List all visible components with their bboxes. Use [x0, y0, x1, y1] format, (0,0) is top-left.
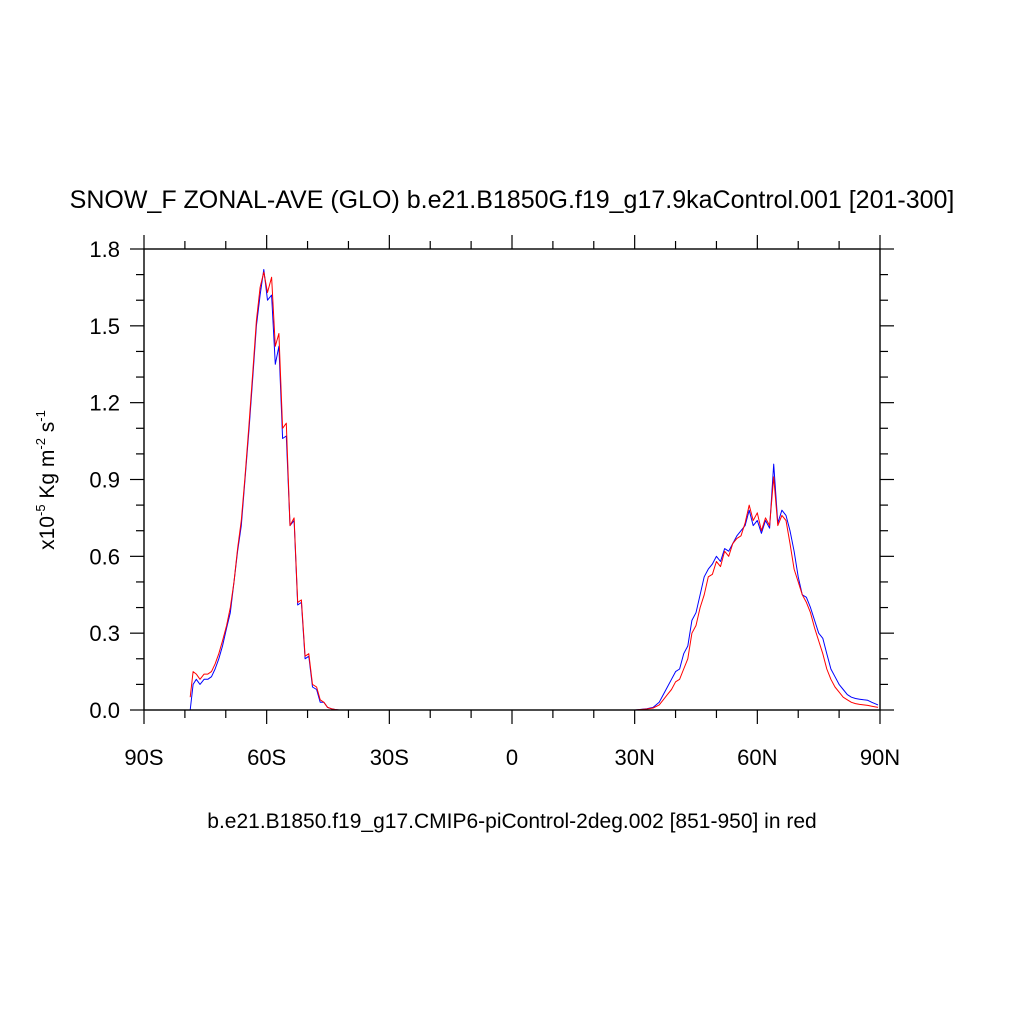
y-axis-label: x10-5 Kg m-2 s-1	[33, 410, 59, 550]
y-tick-label: 0.0	[89, 698, 120, 723]
x-tick-label: 60S	[247, 745, 286, 770]
plot-frame	[143, 248, 881, 711]
y-tick-label: 0.3	[89, 621, 120, 646]
y-tick-label: 1.8	[89, 237, 120, 262]
chart-title: SNOW_F ZONAL-AVE (GLO) b.e21.B1850G.f19_…	[69, 186, 955, 214]
series-line-red	[189, 271, 879, 711]
x-tick-label: 30N	[614, 745, 654, 770]
y-tick-label: 1.2	[89, 391, 120, 416]
y-tick-label: 0.9	[89, 468, 120, 493]
x-tick-label: 30S	[370, 745, 409, 770]
y-tick-label: 1.5	[89, 314, 120, 339]
y-tick-label: 0.6	[89, 544, 120, 569]
data-series	[189, 269, 879, 711]
x-tick-label: 90N	[860, 745, 900, 770]
y-tick-labels: 0.0 0.3 0.6 0.9 1.2 1.5 1.8	[89, 237, 120, 723]
x-tick-label: 0	[506, 745, 518, 770]
axis-ticks	[130, 235, 894, 724]
chart-subtitle: b.e21.B1850.f19_g17.CMIP6-piControl-2deg…	[207, 810, 817, 833]
x-tick-labels: 90S 60S 30S 0 30N 60N 90N	[124, 745, 900, 770]
x-tick-label: 60N	[737, 745, 777, 770]
x-tick-label: 90S	[124, 745, 163, 770]
